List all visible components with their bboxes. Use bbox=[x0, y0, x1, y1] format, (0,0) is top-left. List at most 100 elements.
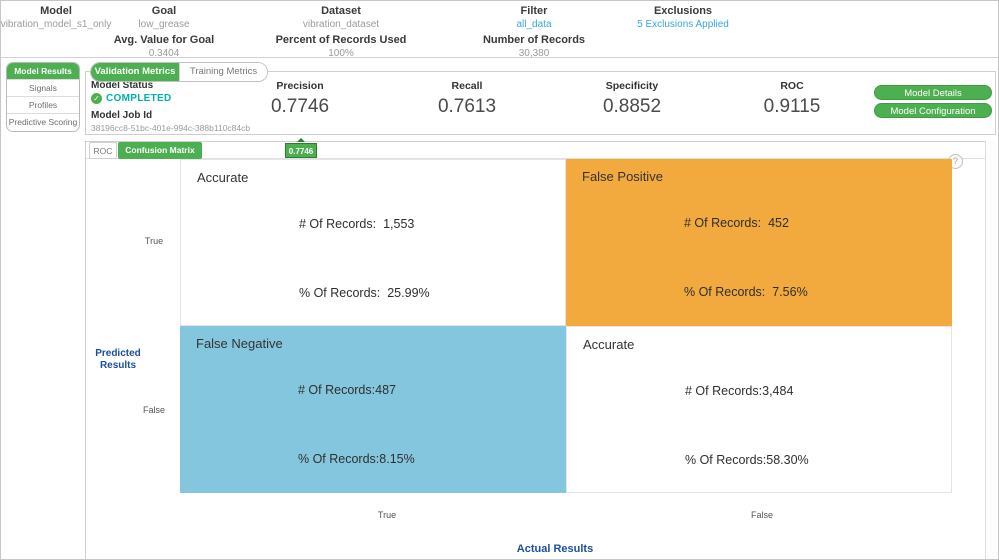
records-label: # Of Records: bbox=[298, 383, 376, 397]
avg-value-for-goal-label: Avg. Value for Goal bbox=[113, 34, 215, 46]
sidebar-item-signals[interactable]: Signals bbox=[7, 80, 79, 97]
records-value: 3,484 bbox=[762, 384, 794, 398]
records-value: 1,553 bbox=[383, 217, 415, 231]
scrollbar-gutter[interactable] bbox=[985, 141, 998, 559]
roc-label: ROC bbox=[780, 80, 804, 92]
summary-header: Model vibration_model_s1_only Goal low_g… bbox=[0, 1, 998, 59]
header-col-exclusions: Exclusions 5 Exclusions Applied bbox=[637, 1, 729, 30]
dataset-label: Dataset bbox=[321, 5, 361, 17]
cell-percent: % Of Records: 25.99% bbox=[299, 286, 430, 300]
exclusions-label: Exclusions bbox=[653, 5, 713, 17]
goal-label: Goal bbox=[151, 5, 177, 17]
col-label-true: True bbox=[377, 510, 397, 520]
records-label: # Of Records: bbox=[685, 384, 763, 398]
cell-false-true-false-negative: False Negative # Of Records:487 % Of Rec… bbox=[180, 326, 566, 493]
records-value: 452 bbox=[768, 216, 789, 230]
roc-value: 0.9115 bbox=[763, 96, 821, 117]
records-label: # Of Records: bbox=[299, 217, 384, 231]
percent-records-used-value: 100% bbox=[328, 48, 354, 59]
cell-percent: % Of Records: 7.56% bbox=[684, 285, 808, 299]
header-col-filter: Filter all_data Number of Records 30,380 bbox=[483, 1, 585, 59]
records-value: 487 bbox=[375, 383, 396, 397]
sidebar-item-model-results[interactable]: Model Results bbox=[7, 63, 79, 80]
row-label-false: False bbox=[142, 405, 165, 415]
model-job-id-label: Model Job Id bbox=[91, 110, 153, 121]
cell-records: # Of Records: 452 bbox=[684, 216, 789, 230]
status-badge: COMPLETED bbox=[106, 93, 172, 104]
y-axis-line2: Results bbox=[99, 360, 137, 371]
percent-value: 8.15% bbox=[379, 452, 415, 466]
tab-validation-metrics[interactable]: Validation Metrics bbox=[91, 63, 179, 81]
metrics-tab-group: Validation Metrics Training Metrics bbox=[90, 62, 268, 82]
x-axis-label-actual-results: Actual Results bbox=[516, 543, 594, 555]
cell-title: Accurate bbox=[583, 337, 635, 352]
sidebar-nav: Model Results Signals Profiles Predictiv… bbox=[6, 62, 80, 132]
sidebar-item-predictive-scoring[interactable]: Predictive Scoring bbox=[7, 114, 79, 131]
metric-specificity: Specificity 0.8852 bbox=[603, 80, 661, 118]
percent-value: 58.30% bbox=[766, 453, 809, 467]
exclusions-applied-link[interactable]: 5 Exclusions Applied bbox=[637, 19, 729, 30]
cell-false-false-accurate: Accurate # Of Records:3,484 % Of Records… bbox=[566, 326, 952, 493]
row-label-true: True bbox=[144, 236, 164, 246]
tab-training-metrics[interactable]: Training Metrics bbox=[179, 63, 267, 81]
percent-label: % Of Records: bbox=[298, 452, 380, 466]
cell-title: False Negative bbox=[196, 336, 283, 351]
recall-value: 0.7613 bbox=[437, 96, 497, 117]
filter-label: Filter bbox=[520, 5, 548, 17]
percent-label: % Of Records: bbox=[684, 285, 773, 299]
y-axis-label-predicted-results: Predicted Results bbox=[87, 348, 149, 372]
metric-roc: ROC 0.9115 bbox=[764, 80, 821, 118]
precision-label: Precision bbox=[276, 80, 324, 92]
cell-title: Accurate bbox=[197, 170, 249, 185]
dataset-value: vibration_dataset bbox=[302, 19, 380, 30]
sidebar-item-profiles[interactable]: Profiles bbox=[7, 97, 79, 114]
cell-true-false-false-positive: False Positive # Of Records: 452 % Of Re… bbox=[566, 159, 952, 326]
model-job-id-value: 38196cc8-51bc-401e-994c-388b110c84cb bbox=[91, 123, 251, 133]
specificity-value: 0.8852 bbox=[602, 96, 662, 117]
threshold-badge[interactable]: 0.7746 bbox=[285, 143, 317, 158]
percent-records-used-label: Percent of Records Used bbox=[275, 34, 407, 46]
model-status-label: Model Status bbox=[91, 80, 154, 91]
recall-label: Recall bbox=[451, 80, 483, 92]
model-status: ✓ COMPLETED bbox=[91, 93, 171, 104]
cell-title: False Positive bbox=[582, 169, 663, 184]
filter-value-link[interactable]: all_data bbox=[516, 19, 552, 30]
confusion-matrix-panel: ROC Confusion Matrix 0.7746 ? Accurate #… bbox=[85, 138, 987, 559]
percent-value: 25.99% bbox=[387, 286, 430, 300]
metric-recall: Recall 0.7613 bbox=[438, 80, 496, 118]
col-label-false: False bbox=[750, 510, 773, 520]
cell-percent: % Of Records:58.30% bbox=[685, 453, 809, 467]
tab-roc[interactable]: ROC bbox=[89, 142, 117, 159]
status-check-icon: ✓ bbox=[91, 93, 102, 104]
cell-records: # Of Records:3,484 bbox=[685, 384, 793, 398]
number-of-records-value: 30,380 bbox=[518, 48, 550, 59]
avg-value-for-goal-value: 0.3404 bbox=[148, 48, 180, 59]
goal-value: low_grease bbox=[138, 19, 190, 30]
matrix-tab-row: ROC Confusion Matrix 0.7746 bbox=[86, 138, 986, 159]
specificity-label: Specificity bbox=[605, 80, 659, 92]
y-axis-line1: Predicted bbox=[95, 348, 141, 359]
percent-label: % Of Records: bbox=[299, 286, 388, 300]
model-configuration-button[interactable]: Model Configuration bbox=[874, 103, 992, 118]
model-value: vibration_model_s1_only bbox=[0, 19, 112, 30]
model-details-button[interactable]: Model Details bbox=[874, 85, 992, 100]
header-col-dataset: Dataset vibration_dataset Percent of Rec… bbox=[276, 1, 407, 59]
precision-value: 0.7746 bbox=[270, 96, 330, 117]
header-col-model: Model vibration_model_s1_only bbox=[0, 1, 112, 30]
percent-value: 7.56% bbox=[772, 285, 808, 299]
model-metrics-panel: Model Status ✓ COMPLETED Model Job Id 38… bbox=[85, 71, 996, 135]
cell-true-true-accurate: Accurate # Of Records: 1,553 % Of Record… bbox=[180, 159, 566, 326]
header-col-goal: Goal low_grease Avg. Value for Goal 0.34… bbox=[114, 1, 214, 59]
tab-confusion-matrix[interactable]: Confusion Matrix bbox=[118, 142, 202, 159]
cell-records: # Of Records:487 bbox=[298, 383, 396, 397]
threshold-marker-arrow-icon bbox=[297, 138, 305, 142]
model-label: Model bbox=[40, 5, 72, 17]
metric-precision: Precision 0.7746 bbox=[271, 80, 329, 118]
percent-label: % Of Records: bbox=[685, 453, 767, 467]
number-of-records-label: Number of Records bbox=[482, 34, 586, 46]
confusion-matrix-grid: Accurate # Of Records: 1,553 % Of Record… bbox=[180, 159, 952, 494]
cell-percent: % Of Records:8.15% bbox=[298, 452, 415, 466]
cell-records: # Of Records: 1,553 bbox=[299, 217, 414, 231]
records-label: # Of Records: bbox=[684, 216, 769, 230]
